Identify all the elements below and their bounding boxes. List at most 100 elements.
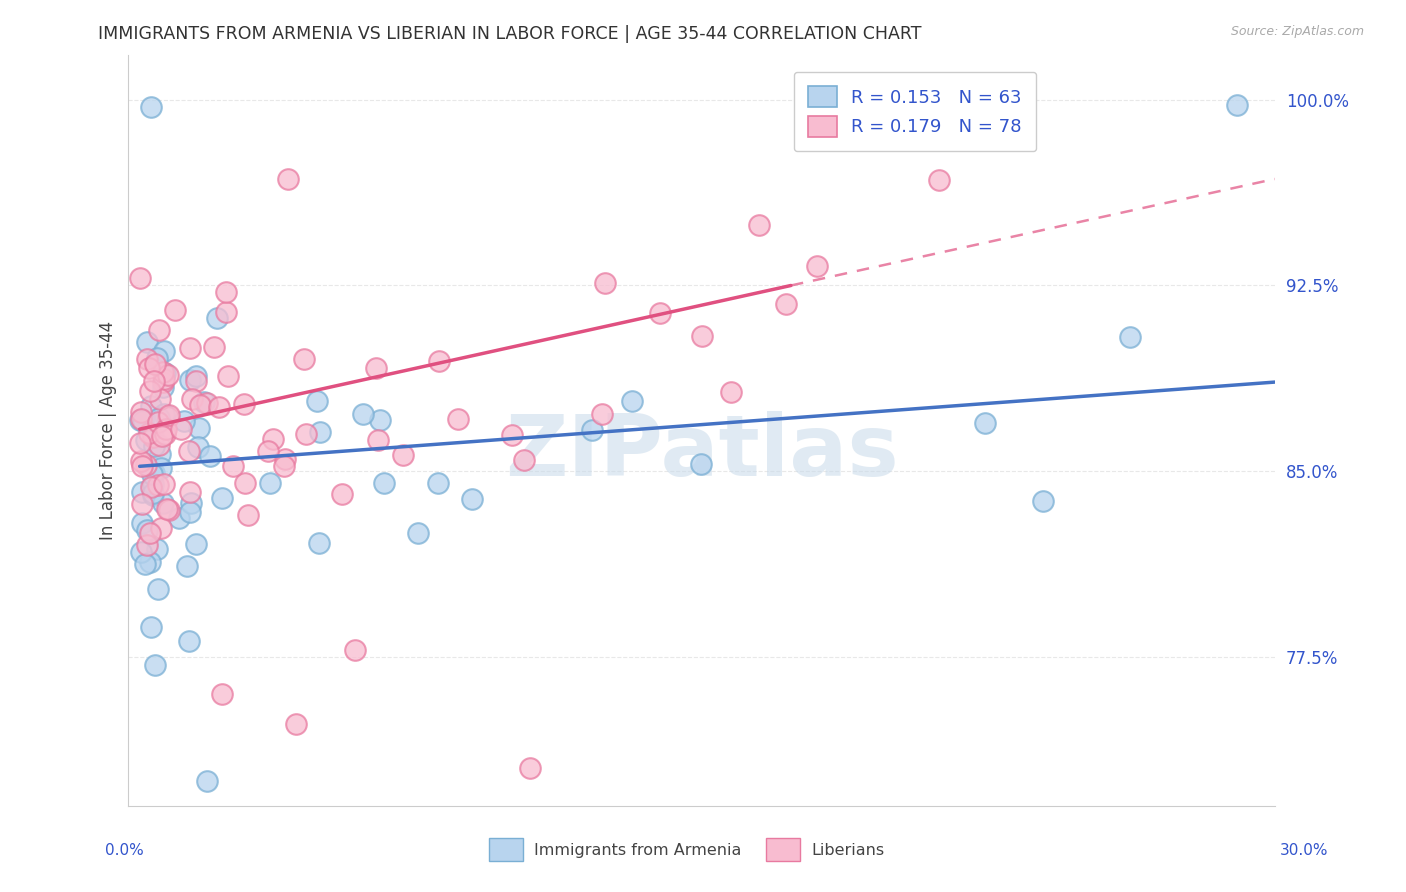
Point [748, 219, 770, 233]
Point [195, 396, 218, 410]
Point [139, 100, 162, 114]
Point [146, 477, 169, 491]
Point [187, 421, 209, 435]
Point [928, 173, 950, 187]
Point [190, 398, 212, 412]
Point [180, 496, 202, 510]
Point [153, 372, 176, 386]
Point [259, 475, 281, 490]
Point [136, 351, 159, 366]
Point [179, 373, 201, 387]
Point [153, 343, 176, 358]
Point [193, 395, 215, 409]
Point [277, 172, 299, 186]
Point [149, 392, 172, 406]
Point [501, 427, 523, 442]
Point [129, 454, 152, 468]
Point [427, 354, 450, 368]
Point [170, 422, 193, 436]
Point [256, 443, 278, 458]
Point [132, 414, 155, 428]
Y-axis label: In Labor Force | Age 35-44: In Labor Force | Age 35-44 [100, 321, 117, 540]
Point [142, 439, 165, 453]
Point [143, 658, 166, 673]
Point [142, 488, 165, 502]
Point [368, 413, 391, 427]
Point [150, 429, 173, 443]
Point [148, 582, 170, 596]
Point [309, 425, 332, 440]
Point [148, 323, 170, 337]
Point [775, 297, 797, 311]
Point [179, 505, 201, 519]
Point [135, 433, 157, 447]
Point [648, 306, 671, 320]
Point [179, 341, 201, 355]
Point [591, 407, 613, 421]
Point [460, 492, 482, 507]
Point [141, 619, 163, 633]
Point [974, 416, 997, 430]
Point [139, 525, 162, 540]
Point [131, 484, 153, 499]
Point [284, 717, 307, 731]
Point [308, 536, 330, 550]
Point [153, 407, 176, 421]
Point [205, 311, 228, 326]
Point [406, 526, 429, 541]
Point [169, 511, 191, 525]
Point [142, 430, 165, 444]
Text: 30.0%: 30.0% [1281, 843, 1329, 858]
Point [344, 642, 367, 657]
Point [179, 633, 201, 648]
Point [202, 340, 225, 354]
Point [806, 259, 828, 273]
Point [146, 541, 169, 556]
Point [135, 537, 157, 551]
Point [142, 374, 165, 388]
Point [513, 453, 536, 467]
Point [139, 384, 162, 398]
Point [211, 687, 233, 701]
Point [1226, 97, 1249, 112]
Point [274, 452, 297, 467]
Point [138, 361, 160, 376]
Text: IMMIGRANTS FROM ARMENIA VS LIBERIAN IN LABOR FORCE | AGE 35-44 CORRELATION CHART: IMMIGRANTS FROM ARMENIA VS LIBERIAN IN L… [98, 25, 922, 43]
Point [426, 475, 449, 490]
Point [217, 368, 239, 383]
Point [195, 773, 218, 788]
Point [179, 484, 201, 499]
Point [157, 409, 180, 423]
Text: Immigrants from Armenia: Immigrants from Armenia [534, 843, 741, 857]
Point [1118, 329, 1140, 343]
Point [176, 558, 198, 573]
Point [720, 385, 742, 400]
Point [135, 458, 157, 472]
Point [139, 480, 162, 494]
Point [149, 461, 172, 475]
Point [186, 369, 208, 384]
Point [330, 486, 353, 500]
Point [146, 351, 169, 366]
Point [149, 447, 172, 461]
Point [129, 270, 152, 285]
Point [131, 497, 153, 511]
Point [143, 357, 166, 371]
Point [139, 399, 162, 413]
Point [134, 557, 156, 571]
Point [262, 432, 284, 446]
Point [138, 555, 160, 569]
Point [208, 400, 231, 414]
Point [155, 422, 177, 436]
Point [153, 477, 176, 491]
Point [593, 276, 616, 290]
Point [131, 545, 153, 559]
Point [292, 351, 315, 366]
Point [198, 450, 221, 464]
Point [221, 458, 243, 473]
Point [163, 303, 186, 318]
Point [519, 762, 541, 776]
Point [173, 414, 195, 428]
Point [184, 374, 207, 388]
Point [181, 392, 204, 406]
